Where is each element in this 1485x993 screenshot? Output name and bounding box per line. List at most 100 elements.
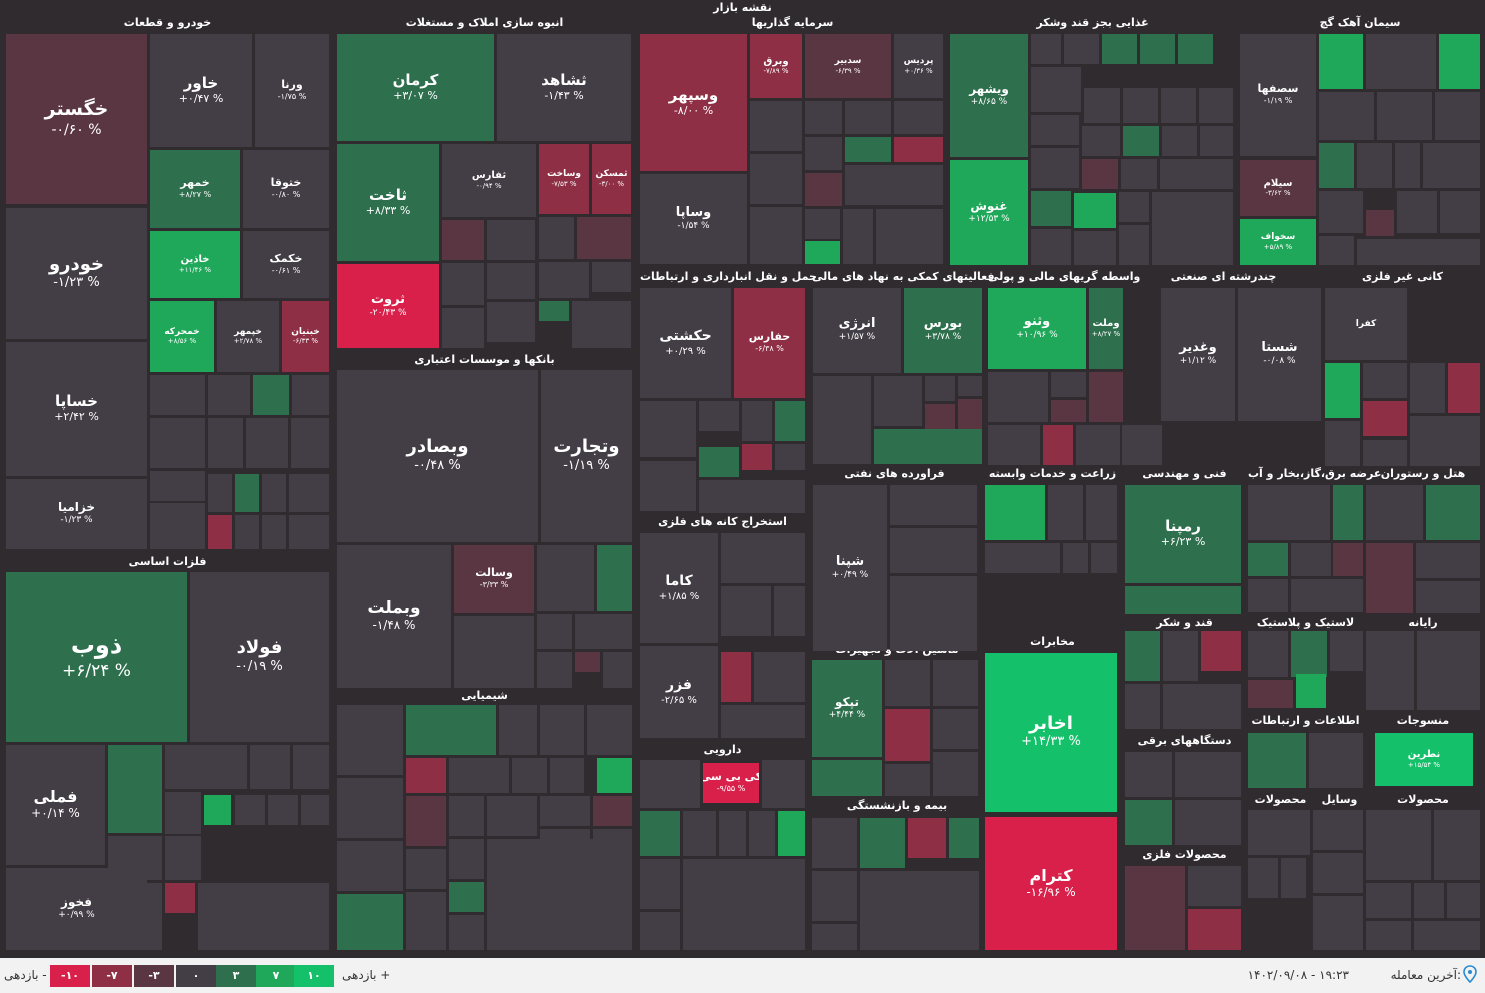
stock-tile[interactable]: سدبیر -۶/۳۹ % xyxy=(805,34,891,98)
stock-tile-small[interactable] xyxy=(933,709,978,749)
stock-tile-small[interactable] xyxy=(805,173,842,206)
stock-tile-small[interactable] xyxy=(499,705,537,755)
stock-tile[interactable]: خگستر -۰/۶۰ % xyxy=(6,34,147,204)
stock-tile-small[interactable] xyxy=(860,818,905,868)
stock-tile-small[interactable] xyxy=(537,545,594,611)
stock-tile-small[interactable] xyxy=(874,429,982,464)
stock-tile-small[interactable] xyxy=(812,871,857,921)
stock-tile[interactable]: ثاخت +۸/۳۳ % xyxy=(337,144,439,261)
stock-tile-small[interactable] xyxy=(1319,92,1374,140)
stock-tile-small[interactable] xyxy=(268,795,298,825)
stock-tile-small[interactable] xyxy=(890,485,977,525)
stock-tile-small[interactable] xyxy=(640,859,680,909)
stock-tile[interactable]: وساپا -۱/۵۴ % xyxy=(640,174,747,264)
stock-tile-small[interactable] xyxy=(933,752,978,796)
stock-tile-small[interactable] xyxy=(1366,34,1436,89)
stock-tile-small[interactable] xyxy=(208,375,250,415)
stock-tile-small[interactable] xyxy=(449,758,509,793)
stock-tile-small[interactable] xyxy=(587,705,632,755)
stock-tile-small[interactable] xyxy=(1082,126,1120,156)
stock-tile-small[interactable] xyxy=(1125,752,1172,797)
stock-tile-small[interactable] xyxy=(406,796,446,846)
stock-tile-small[interactable] xyxy=(845,137,891,162)
stock-tile-small[interactable] xyxy=(683,811,716,856)
stock-tile[interactable]: خکمک -۰/۶۱ % xyxy=(243,231,329,298)
stock-tile-small[interactable] xyxy=(1414,921,1480,950)
stock-tile-small[interactable] xyxy=(1162,126,1197,156)
stock-tile-small[interactable] xyxy=(1363,440,1407,466)
stock-tile-small[interactable] xyxy=(108,836,162,880)
stock-tile-small[interactable] xyxy=(958,376,982,396)
stock-tile-small[interactable] xyxy=(1086,485,1117,540)
stock-tile-small[interactable] xyxy=(1163,684,1241,729)
stock-tile-small[interactable] xyxy=(1333,485,1363,540)
stock-tile-small[interactable] xyxy=(721,705,805,738)
stock-tile-small[interactable] xyxy=(1439,34,1480,89)
stock-tile-small[interactable] xyxy=(1248,733,1306,788)
stock-tile[interactable]: فزر -۲/۶۵ % xyxy=(640,646,718,738)
stock-tile[interactable]: وتجارت -۱/۱۹ % xyxy=(541,370,632,542)
stock-tile-small[interactable] xyxy=(1366,543,1413,613)
stock-tile-small[interactable] xyxy=(593,829,632,859)
stock-tile-small[interactable] xyxy=(537,614,572,649)
stock-tile-small[interactable] xyxy=(894,137,943,162)
stock-tile-small[interactable] xyxy=(487,220,535,260)
stock-tile-small[interactable] xyxy=(812,924,857,950)
stock-tile-small[interactable] xyxy=(597,545,632,611)
stock-tile-small[interactable] xyxy=(1319,191,1363,233)
stock-tile-small[interactable] xyxy=(1123,126,1159,156)
stock-tile-small[interactable] xyxy=(1435,92,1480,140)
stock-tile-small[interactable] xyxy=(1363,363,1407,398)
stock-tile[interactable]: وساخت -۷/۵۳ % xyxy=(539,144,589,214)
stock-tile[interactable]: کترام -۱۶/۹۶ % xyxy=(985,817,1117,950)
stock-tile-small[interactable] xyxy=(1031,148,1079,188)
stock-tile-small[interactable] xyxy=(1448,363,1480,413)
stock-tile[interactable]: انرژی +۱/۵۷ % xyxy=(813,288,901,373)
stock-tile-small[interactable] xyxy=(775,401,805,441)
stock-tile[interactable]: خودرو -۱/۲۳ % xyxy=(6,208,147,339)
stock-tile-small[interactable] xyxy=(1416,581,1480,613)
stock-tile[interactable]: ختوقا -۰/۸۰ % xyxy=(243,150,329,228)
stock-tile-small[interactable] xyxy=(890,528,977,573)
stock-tile-small[interactable] xyxy=(293,745,329,789)
stock-tile-small[interactable] xyxy=(721,652,751,702)
stock-tile-small[interactable] xyxy=(1031,191,1071,226)
stock-tile-small[interactable] xyxy=(1325,421,1360,466)
stock-tile-small[interactable] xyxy=(406,849,446,889)
stock-tile-small[interactable] xyxy=(843,209,873,264)
stock-tile-small[interactable] xyxy=(1125,586,1241,614)
stock-tile-small[interactable] xyxy=(337,894,403,950)
stock-tile-small[interactable] xyxy=(150,375,205,415)
stock-tile-small[interactable] xyxy=(1366,883,1411,918)
stock-tile-small[interactable] xyxy=(1051,372,1086,397)
stock-tile-small[interactable] xyxy=(894,165,943,205)
stock-tile[interactable]: ورنا -۱/۷۵ % xyxy=(255,34,329,147)
stock-tile[interactable]: ثروت -۲۰/۴۳ % xyxy=(337,264,439,348)
stock-tile-small[interactable] xyxy=(1281,858,1306,898)
stock-tile-small[interactable] xyxy=(1291,579,1363,612)
stock-tile-small[interactable] xyxy=(512,758,547,793)
stock-tile[interactable]: سیلام -۳/۶۲ % xyxy=(1240,160,1316,216)
stock-tile-small[interactable] xyxy=(1357,239,1480,265)
stock-tile-small[interactable] xyxy=(1119,225,1149,265)
stock-tile-small[interactable] xyxy=(1175,800,1241,845)
stock-tile-small[interactable] xyxy=(925,404,955,429)
stock-tile[interactable]: شپنا +۰/۴۹ % xyxy=(813,485,887,651)
stock-tile-small[interactable] xyxy=(289,474,329,512)
stock-tile[interactable]: خپمهر +۲/۷۸ % xyxy=(217,301,279,372)
stock-tile-small[interactable] xyxy=(442,220,484,260)
stock-tile-small[interactable] xyxy=(985,543,1060,573)
stock-tile-small[interactable] xyxy=(1082,159,1118,189)
stock-tile[interactable]: اخابر +۱۴/۳۳ % xyxy=(985,653,1117,812)
stock-tile-small[interactable] xyxy=(597,758,632,793)
stock-tile-small[interactable] xyxy=(925,376,955,401)
stock-tile-small[interactable] xyxy=(719,811,746,856)
stock-tile-small[interactable] xyxy=(1123,88,1158,123)
stock-tile-small[interactable] xyxy=(406,705,496,755)
stock-tile-small[interactable] xyxy=(1248,485,1330,540)
stock-tile-small[interactable] xyxy=(1410,416,1480,466)
stock-tile-small[interactable] xyxy=(742,401,772,441)
stock-tile-small[interactable] xyxy=(1417,631,1480,710)
stock-tile-small[interactable] xyxy=(1199,88,1233,123)
stock-tile-small[interactable] xyxy=(1357,143,1392,188)
